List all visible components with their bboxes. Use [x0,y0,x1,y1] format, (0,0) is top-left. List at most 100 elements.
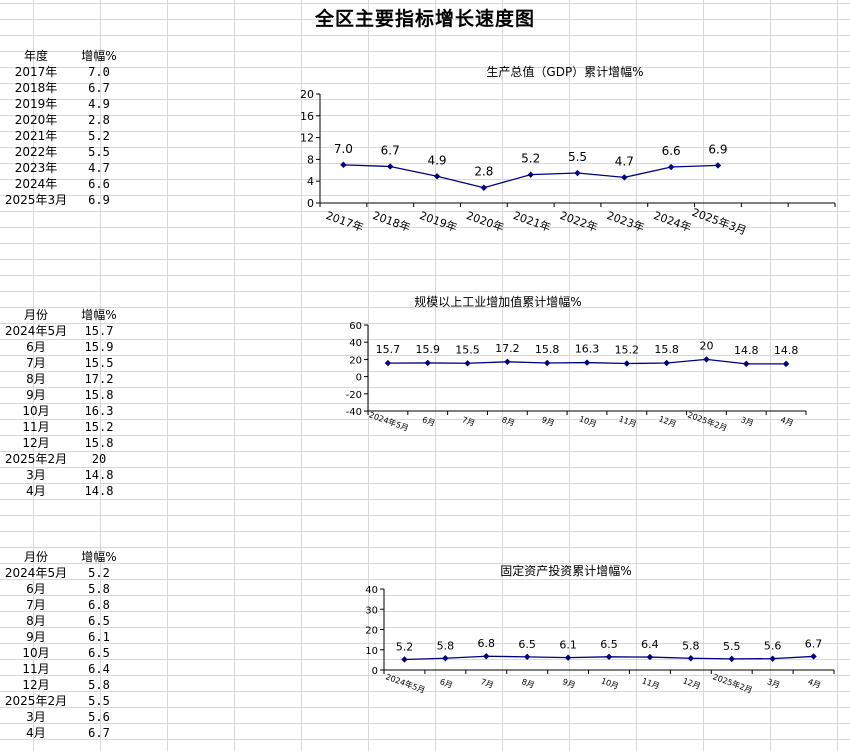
period-cell[interactable]: 2021年 [14,129,58,143]
growth-cell[interactable]: 15.9 [84,340,114,354]
header-month[interactable]: 月份 [23,308,48,322]
growth-cell[interactable]: 6.7 [88,726,110,740]
growth-cell[interactable]: 6.5 [88,614,110,628]
data-point[interactable] [667,163,675,171]
growth-cell[interactable]: 4.9 [88,97,110,111]
period-cell[interactable]: 4月 [26,484,46,498]
period-cell[interactable]: 8月 [26,372,46,386]
header-growth[interactable]: 增幅% [81,550,117,564]
header-month[interactable]: 月份 [23,550,48,564]
growth-cell[interactable]: 17.2 [84,372,114,386]
period-cell[interactable]: 6月 [26,582,46,596]
data-point[interactable] [527,171,534,178]
period-cell[interactable]: 6月 [26,340,46,354]
data-point[interactable] [714,162,722,169]
data-point[interactable] [504,358,511,366]
data-point[interactable] [703,356,710,363]
period-cell[interactable]: 7月 [26,356,46,370]
growth-cell[interactable]: 5.2 [88,566,110,580]
data-point[interactable] [574,169,581,177]
period-cell[interactable]: 7月 [26,598,46,612]
growth-cell[interactable]: 16.3 [84,404,114,418]
period-cell[interactable]: 8月 [26,614,46,628]
period-cell[interactable]: 2018年 [14,81,58,95]
period-cell[interactable]: 11月 [22,420,50,434]
growth-cell[interactable]: 15.8 [84,388,114,402]
growth-cell[interactable]: 15.8 [84,436,114,450]
period-cell[interactable]: 2024年5月 [4,324,68,338]
period-cell[interactable]: 3月 [26,468,46,482]
data-point[interactable] [433,173,441,180]
period-cell[interactable]: 2024年5月 [4,566,68,580]
growth-cell[interactable]: 7.0 [88,65,110,79]
growth-cell[interactable]: 6.1 [88,630,110,644]
data-point[interactable] [464,360,471,367]
growth-cell[interactable]: 5.8 [88,582,110,596]
period-cell[interactable]: 2024年 [14,177,58,191]
growth-cell[interactable]: 15.2 [84,420,114,434]
data-point[interactable] [769,655,776,662]
industry-growth-chart[interactable]: 规模以上工业增加值累计增幅% -40 -20 0 20 40 60 2024年5月 6月 7月 8… [338,288,813,438]
growth-cell[interactable]: 5.5 [88,694,110,708]
header-growth[interactable]: 增幅% [81,49,117,63]
data-point[interactable] [523,653,531,661]
data-point[interactable] [480,184,488,191]
growth-cell[interactable]: 4.7 [88,161,110,175]
data-point[interactable] [442,655,449,662]
data-point[interactable] [646,653,654,661]
period-cell[interactable]: 2025年2月 [4,452,68,466]
data-point[interactable] [728,655,735,663]
growth-cell[interactable]: 14.8 [84,484,114,498]
growth-cell[interactable]: 5.6 [88,710,110,724]
data-point[interactable] [623,360,631,367]
period-cell[interactable]: 2025年2月 [4,694,68,708]
growth-cell[interactable]: 5.2 [88,129,110,143]
growth-cell[interactable]: 15.5 [84,356,114,370]
growth-cell[interactable]: 6.7 [88,81,110,95]
investment-growth-chart[interactable]: 固定资产投资累计增幅% 0 10 20 30 40 2024年5月 6月 7月 8月 9月 10月 1… [364,558,839,708]
period-cell[interactable]: 12月 [22,436,50,450]
data-point[interactable] [564,654,572,661]
data-point[interactable] [401,656,408,663]
period-cell[interactable]: 11月 [22,662,50,676]
period-cell[interactable]: 10月 [22,404,50,418]
data-point[interactable] [782,360,790,368]
data-point[interactable] [543,359,551,367]
growth-cell[interactable]: 14.8 [84,468,114,482]
header-growth[interactable]: 增幅% [81,308,117,322]
growth-cell[interactable]: 6.8 [88,598,110,612]
growth-cell[interactable]: 5.5 [88,145,110,159]
data-point[interactable] [424,359,431,367]
data-point[interactable] [687,655,695,662]
growth-cell[interactable]: 15.7 [84,324,114,338]
data-point[interactable] [583,359,591,366]
growth-cell[interactable]: 5.8 [88,678,110,692]
period-cell[interactable]: 4月 [26,726,46,740]
growth-cell[interactable]: 6.6 [88,177,110,191]
data-point[interactable] [340,161,347,169]
data-point[interactable] [743,360,750,368]
period-cell[interactable]: 12月 [22,678,50,692]
period-cell[interactable]: 2022年 [14,145,58,159]
data-point[interactable] [621,174,628,181]
period-cell[interactable]: 2023年 [14,161,58,175]
period-cell[interactable]: 2025年3月 [4,193,68,207]
period-cell[interactable]: 2020年 [14,113,58,127]
growth-cell[interactable]: 2.8 [88,113,110,127]
header-year[interactable]: 年度 [23,49,48,63]
data-point[interactable] [483,653,490,660]
period-cell[interactable]: 2019年 [14,97,58,111]
period-cell[interactable]: 10月 [22,646,50,660]
data-point[interactable] [810,653,817,660]
growth-cell[interactable]: 6.5 [88,646,110,660]
growth-cell[interactable]: 6.4 [88,662,110,676]
growth-cell[interactable]: 20 [91,452,107,466]
growth-cell[interactable]: 6.9 [88,193,110,207]
data-point[interactable] [384,359,392,367]
period-cell[interactable]: 9月 [26,630,46,644]
data-point[interactable] [663,359,670,367]
data-point[interactable] [387,163,394,170]
period-cell[interactable]: 2017年 [14,65,58,79]
period-cell[interactable]: 9月 [26,388,46,402]
